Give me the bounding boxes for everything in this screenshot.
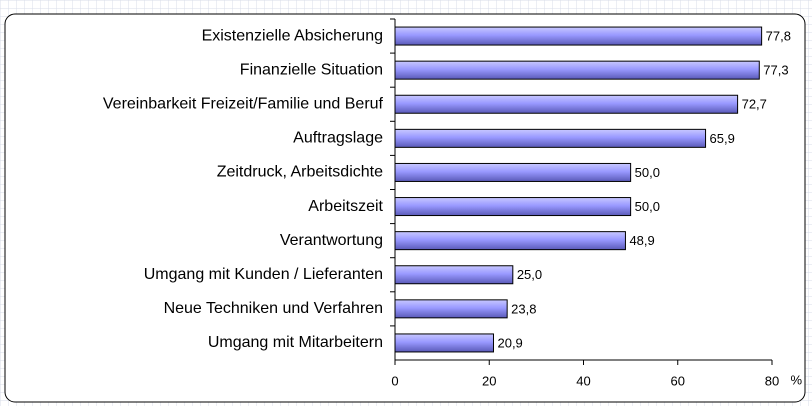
value-label: 20,9 bbox=[497, 335, 522, 350]
x-tick-label: 20 bbox=[482, 373, 496, 388]
x-tick-label: 40 bbox=[576, 373, 590, 388]
bar bbox=[394, 128, 707, 148]
y-tick-label: Verantwortung bbox=[280, 232, 383, 249]
y-tick-label: Vereinbarkeit Freizeit/Familie und Beruf bbox=[103, 95, 384, 112]
y-tick-label: Existenzielle Absicherung bbox=[202, 27, 383, 44]
bar bbox=[394, 162, 632, 182]
x-tick-label: 0 bbox=[391, 373, 398, 388]
y-tick-label: Arbeitszeit bbox=[308, 198, 383, 215]
value-label: 25,0 bbox=[517, 267, 542, 282]
y-tick-label: Umgang mit Kunden / Lieferanten bbox=[144, 266, 383, 283]
value-label: 50,0 bbox=[635, 165, 660, 180]
x-axis-label: % bbox=[790, 372, 802, 387]
y-tick-label: Zeitdruck, Arbeitsdichte bbox=[217, 164, 383, 181]
bar bbox=[394, 60, 760, 80]
bar bbox=[394, 94, 739, 114]
value-label: 50,0 bbox=[635, 199, 660, 214]
value-label: 77,8 bbox=[766, 28, 791, 43]
value-label: 77,3 bbox=[763, 63, 788, 78]
value-label: 72,7 bbox=[742, 97, 767, 112]
value-label: 48,9 bbox=[629, 233, 654, 248]
y-tick-label: Neue Techniken und Verfahren bbox=[164, 300, 383, 317]
bar bbox=[394, 333, 494, 353]
y-tick-label: Umgang mit Mitarbeitern bbox=[208, 334, 383, 351]
bar bbox=[394, 299, 508, 319]
value-label: 23,8 bbox=[511, 301, 536, 316]
x-tick-label: 60 bbox=[671, 373, 685, 388]
bar bbox=[394, 197, 632, 217]
y-tick-label: Finanzielle Situation bbox=[240, 61, 383, 78]
x-tick-label: 80 bbox=[765, 373, 779, 388]
bar bbox=[394, 26, 763, 46]
bar bbox=[394, 265, 514, 285]
value-label: 65,9 bbox=[710, 131, 735, 146]
y-tick-label: Auftragslage bbox=[293, 130, 383, 147]
bar bbox=[394, 231, 626, 251]
